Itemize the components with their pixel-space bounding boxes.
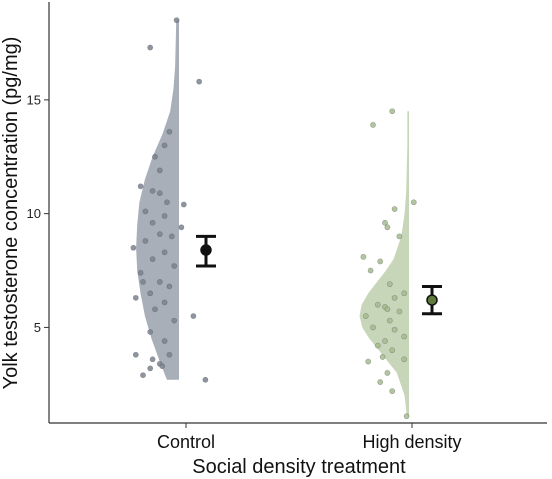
point-control-36 [132,351,139,358]
point-control-21 [149,256,156,263]
point-high-density-2 [410,199,417,206]
point-control-37 [149,356,156,363]
point-high-density-21 [401,333,408,340]
point-high-density-28 [384,370,391,376]
point-control-16 [156,231,163,238]
point-control-42 [202,376,209,383]
point-control-41 [140,372,146,379]
point-control-8 [149,187,156,194]
point-high-density-27 [365,358,372,365]
point-control-4 [161,142,168,149]
point-control-30 [152,306,158,313]
point-high-density-13 [374,301,381,308]
point-control-3 [166,128,173,135]
ticks: Control High density 5 10 15 [27,92,462,452]
point-high-density-3 [391,206,398,212]
mean-marker-control [200,244,212,256]
y-tick-label-15: 15 [27,92,41,107]
point-high-density-16 [396,308,403,315]
plot-area [130,17,442,420]
point-high-density-31 [403,413,410,420]
point-control-15 [178,224,185,231]
x-tick-label-high-density: High density [362,432,461,452]
point-high-density-6 [396,233,403,240]
point-high-density-18 [386,317,393,324]
point-high-density-1 [370,121,376,128]
point-control-17 [168,233,175,240]
point-control-2 [196,78,203,85]
x-axis-title: Social density treatment [192,456,406,478]
point-control-34 [161,338,168,344]
point-high-density-24 [389,347,396,354]
point-control-27 [147,290,154,297]
point-high-density-8 [377,258,384,265]
violin-high-density [359,111,409,417]
point-high-density-7 [360,253,367,260]
point-control-6 [156,167,163,174]
point-control-24 [156,279,163,285]
point-control-23 [137,269,144,276]
point-high-density-19 [370,324,376,331]
mean-marker-high-density [426,294,438,306]
point-high-density-11 [401,290,408,297]
y-tick-label-10: 10 [27,206,41,221]
point-control-0 [173,17,180,24]
y-tick-label-5: 5 [34,320,41,335]
point-control-11 [180,201,187,208]
point-control-32 [171,317,178,324]
point-high-density-5 [384,224,391,231]
point-high-density-17 [362,313,369,319]
point-control-1 [147,44,154,51]
point-high-density-29 [377,379,384,385]
point-high-density-12 [391,294,398,301]
point-high-density-20 [391,326,398,333]
point-control-35 [166,351,173,358]
axes [48,2,547,424]
point-control-26 [166,283,173,290]
point-high-density-25 [379,354,386,360]
point-control-7 [137,183,144,190]
point-control-28 [132,294,139,301]
y-axis-title: Yolk testosterone concentration (pg/mg) [0,37,22,390]
point-control-33 [147,329,154,335]
point-control-29 [161,299,168,306]
point-high-density-9 [367,267,374,274]
point-control-12 [142,208,149,215]
point-control-40 [147,365,154,372]
point-control-9 [156,190,163,197]
point-control-10 [164,199,170,206]
point-control-25 [140,279,146,285]
point-control-13 [161,213,168,219]
point-high-density-10 [386,281,393,288]
point-control-5 [152,153,158,160]
point-high-density-23 [374,342,381,349]
point-high-density-15 [384,306,391,313]
point-control-39 [159,363,166,370]
point-control-14 [149,219,156,226]
point-high-density-0 [389,108,396,115]
point-control-31 [190,313,197,319]
point-control-18 [142,238,149,244]
point-control-22 [171,263,178,269]
point-control-19 [130,244,137,251]
point-high-density-30 [389,388,396,395]
point-high-density-22 [382,338,388,344]
x-tick-label-control: Control [157,432,215,452]
point-high-density-4 [382,219,388,226]
violin-control [136,20,179,380]
point-control-20 [161,249,168,256]
point-high-density-26 [401,356,408,363]
